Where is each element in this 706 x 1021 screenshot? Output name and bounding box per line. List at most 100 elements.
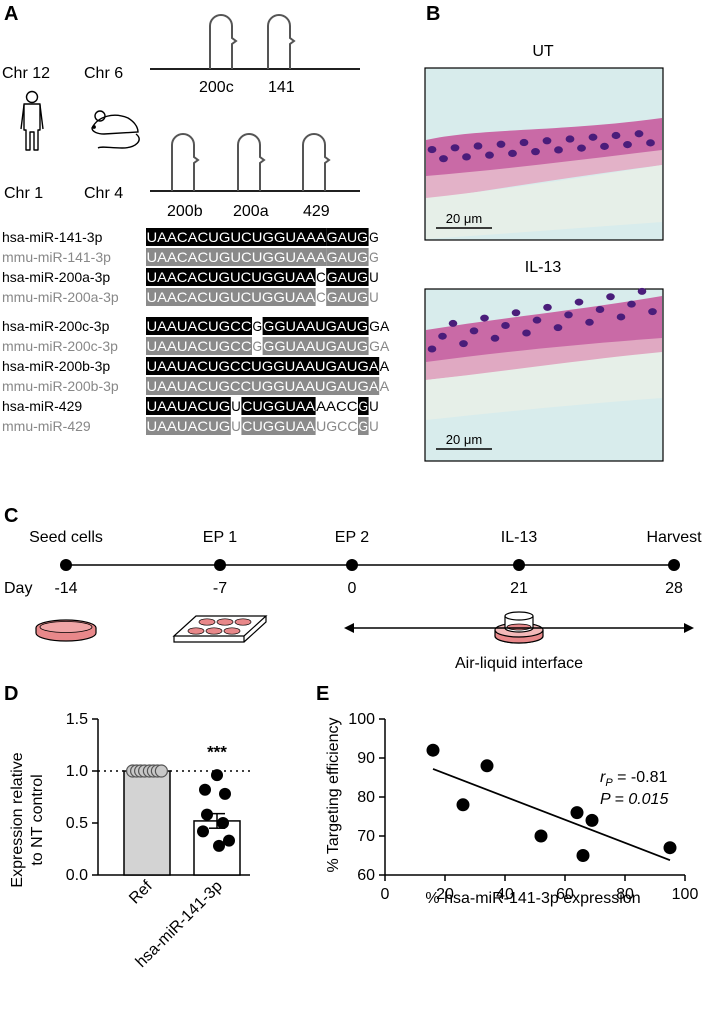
nucleus <box>648 308 657 316</box>
day-label: Day <box>4 580 32 597</box>
panel-letter-e: E <box>316 683 329 705</box>
scale-label-ut: 20 μm <box>446 211 482 226</box>
timeline-day: -14 <box>54 580 77 597</box>
micrograph-label-ut: UT <box>532 43 554 60</box>
seq-segment: AACC <box>316 398 357 414</box>
d-category-label: Ref <box>126 877 156 907</box>
human-chr-bottom: Chr 1 <box>4 185 43 202</box>
e-x-tick-label: 40 <box>496 886 514 903</box>
seq-segment: UAACACUGUCUGGUAA <box>147 269 316 285</box>
panel-letter-c: C <box>4 505 18 527</box>
nucleus <box>427 145 437 154</box>
nucleus <box>600 142 609 150</box>
seq-segment: GAUG <box>327 249 368 265</box>
seq-segment: GA <box>369 318 390 334</box>
hairpin-200c <box>209 14 238 69</box>
d-ylabel-line2: to NT control <box>29 774 46 865</box>
d-point <box>154 764 168 778</box>
panel-letter-a: A <box>4 3 18 25</box>
seq-segment: UAAUACUG <box>147 418 231 434</box>
nucleus <box>469 327 479 335</box>
seq-name: mmu-miR-200b-3p <box>2 378 119 394</box>
nucleus <box>531 148 540 156</box>
nucleus <box>438 332 447 340</box>
e-x-tick-label: 80 <box>616 886 634 903</box>
ali-double-arrow <box>344 623 694 633</box>
hairpin-200a <box>237 133 266 191</box>
mouse-chr-top: Chr 6 <box>84 65 123 82</box>
nucleus <box>588 133 598 141</box>
e-y-tick-label: 80 <box>357 789 375 806</box>
seq-highlight <box>358 397 369 415</box>
nucleus <box>574 298 584 306</box>
nucleus <box>616 313 626 321</box>
seq-name: hsa-miR-141-3p <box>2 229 103 245</box>
nucleus <box>611 131 621 140</box>
hairpin-429 <box>302 133 331 191</box>
nucleus <box>473 142 483 150</box>
seq-segment: G <box>253 338 263 354</box>
nucleus <box>450 144 460 152</box>
nucleus <box>439 155 448 163</box>
seq-highlight <box>326 228 369 246</box>
d-bar <box>123 770 171 876</box>
nucleus <box>542 137 552 145</box>
timeline-event-label: EP 2 <box>335 529 370 546</box>
seq-segment: GAUG <box>327 229 368 245</box>
seq-highlight <box>146 337 252 355</box>
seq-highlight <box>241 397 316 415</box>
seq-name: hsa-miR-200b-3p <box>2 358 110 374</box>
e-x-tick-label: 20 <box>436 886 454 903</box>
e-point <box>480 759 494 773</box>
seq-segment: UAAUACUGCCUGGUAAUGAUGA <box>147 378 380 394</box>
mouse-icon <box>91 110 140 149</box>
label-200a: 200a <box>233 203 269 220</box>
timeline-point <box>346 559 358 571</box>
sequence-alignment: hsa-miR-141-3p UAACACUGUCUGGUAAA GAUG Gmmu-… <box>2 228 390 435</box>
seq-segment: C <box>316 269 326 285</box>
d-point <box>199 783 211 796</box>
d-y-tick-label: 0.0 <box>66 867 88 884</box>
nucleus <box>606 293 615 301</box>
seq-segment: G <box>359 418 369 434</box>
seq-highlight <box>146 357 380 375</box>
seq-name: hsa-miR-200a-3p <box>2 269 110 285</box>
seq-segment: CUGGUAA <box>242 398 316 414</box>
well-plate-icon <box>172 615 268 643</box>
e-y-tick-label: 60 <box>357 867 375 884</box>
e-fit-line <box>432 768 671 862</box>
d-ylabel-line1: Expression relative <box>9 752 26 887</box>
scatter-chart-targeting: 60 70 80 90 100 0 20 40 60 80 100 <box>348 711 698 903</box>
petri-dish-icon <box>35 619 97 642</box>
seq-highlight <box>262 337 369 355</box>
label-200b: 200b <box>167 203 203 220</box>
timeline-day: 28 <box>665 580 683 597</box>
seq-segment: UAAUACUGCC <box>147 318 252 334</box>
d-point <box>223 834 235 847</box>
seq-name: hsa-miR-200c-3p <box>2 318 110 334</box>
e-point <box>570 806 584 820</box>
scale-label-il13: 20 μm <box>446 432 482 447</box>
seq-highlight <box>146 248 327 266</box>
timeline-point <box>60 559 72 571</box>
seq-highlight <box>146 417 231 435</box>
seq-segment: U <box>369 289 379 305</box>
timeline-point <box>513 559 525 571</box>
nucleus <box>627 300 636 308</box>
seq-segment: G <box>253 318 263 334</box>
seq-segment: A <box>380 378 390 394</box>
micrograph-ut: 20 μm <box>424 67 664 241</box>
nucleus <box>543 303 552 311</box>
e-stat-r: rP = -0.81 <box>600 769 667 789</box>
nucleus <box>623 141 632 149</box>
seq-segment: U <box>231 418 241 434</box>
nucleus <box>511 309 521 317</box>
seq-highlight <box>358 417 369 435</box>
nucleus <box>577 144 586 152</box>
seq-name: hsa-miR-429 <box>2 398 82 414</box>
seq-name: mmu-miR-200a-3p <box>2 289 119 305</box>
nucleus <box>565 135 575 143</box>
timeline-event-label: IL-13 <box>501 529 538 546</box>
e-y-tick-label: 100 <box>348 711 375 728</box>
